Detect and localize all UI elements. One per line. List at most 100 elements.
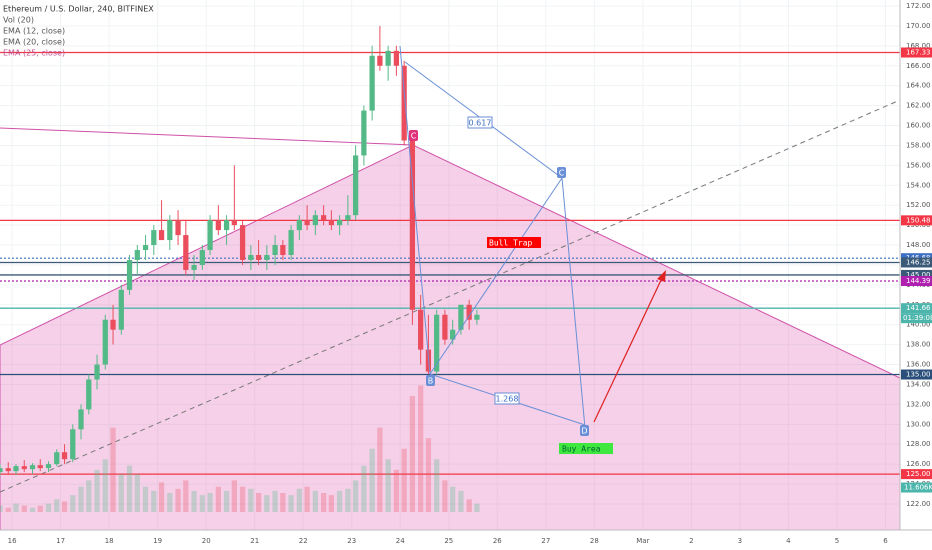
y-tick-label: 130.00: [906, 420, 931, 428]
x-tick-label: 28: [590, 537, 599, 545]
candle-body: [86, 379, 92, 410]
volume-bar: [167, 493, 173, 512]
candle-body: [94, 364, 100, 380]
volume-bar: [239, 486, 246, 512]
candle-body: [450, 329, 456, 340]
volume-bar: [142, 486, 149, 512]
buy-area-box: [559, 443, 613, 454]
candle-body: [175, 220, 181, 236]
volume-bar: [425, 438, 432, 512]
point-box: [409, 130, 418, 141]
volume-bar: [29, 507, 36, 512]
grid: [0, 0, 900, 530]
candle-body: [272, 245, 278, 255]
volume-bar: [385, 459, 391, 512]
volume-bar: [61, 501, 68, 512]
x-tick-label: 5: [835, 537, 839, 545]
volume-bar: [78, 486, 84, 512]
y-tick-label: 126.00: [906, 460, 931, 468]
x-tick-label: 23: [347, 537, 356, 545]
y-tick-label: 168.00: [906, 42, 931, 50]
volume-bar: [296, 488, 302, 512]
volume-bar: [369, 448, 375, 512]
price-level-tag: [901, 303, 932, 314]
candle-body: [353, 155, 359, 216]
x-tick-label: 22: [299, 537, 308, 545]
indicator-label: EMA (12, close): [3, 27, 65, 36]
price-level-label: 135.00: [906, 371, 931, 379]
price-level-tag: [901, 369, 932, 380]
x-tick-label: 19: [153, 537, 162, 545]
candle-body: [239, 225, 246, 260]
volume-bar: [288, 495, 294, 512]
volume-bar: [272, 490, 278, 512]
volume-bar: [183, 480, 189, 512]
volume-bar: [401, 448, 407, 512]
buy-area-label: Buy Area: [562, 445, 601, 454]
levels: [0, 51, 900, 475]
volume: [0, 385, 480, 512]
candle-body: [191, 264, 197, 270]
candle-body: [304, 220, 310, 226]
point-box: [426, 375, 435, 386]
y-tick-label: 152.00: [906, 201, 931, 209]
candle-body: [102, 319, 108, 365]
volume-bar: [191, 490, 197, 512]
candle-body: [54, 452, 60, 465]
y-tick-label: 128.00: [906, 440, 931, 448]
price-level-label: 167.33: [906, 49, 931, 57]
candle-body: [151, 230, 157, 246]
x-tick-label: 25: [444, 537, 453, 545]
candle-body: [199, 250, 205, 265]
candle-body: [13, 466, 19, 472]
candle-body: [474, 314, 480, 320]
volume-bar: [336, 490, 343, 512]
candle-body: [288, 230, 294, 255]
indicator-label: EMA (25, close): [3, 49, 65, 58]
candle-body: [458, 304, 464, 330]
candle-body: [320, 215, 327, 221]
volume-tag: [901, 482, 932, 493]
volume-bar: [248, 488, 254, 512]
y-tick-label: 140.00: [906, 321, 931, 329]
candle-body: [126, 259, 133, 290]
y-tick-label: 160.00: [906, 122, 931, 130]
volume-bar: [175, 488, 181, 512]
chart-title: Ethereum / U.S. Dollar, 240, BITFINEX: [3, 5, 154, 14]
candle-body: [207, 220, 213, 251]
candle-body: [312, 215, 318, 226]
volume-bar: [328, 495, 335, 512]
price-level-tag: [901, 275, 932, 286]
candle-body: [442, 314, 448, 340]
candle-body: [158, 230, 165, 241]
y-tick-label: 166.00: [906, 62, 931, 70]
volume-bar: [434, 459, 440, 512]
y-tick-label: 156.00: [906, 161, 931, 169]
volume-bar: [86, 480, 92, 512]
x-tick-label: 6: [883, 537, 888, 545]
price-level-label: 150.48: [906, 216, 931, 224]
price-level-tag: [901, 469, 932, 480]
volume-bar: [134, 474, 140, 512]
x-tick-label: 27: [541, 537, 550, 545]
volume-bar: [158, 482, 165, 512]
y-tick-label: 170.00: [906, 22, 931, 30]
volume-bar: [0, 505, 3, 512]
trend-line: [0, 127, 414, 146]
candle-body: [255, 255, 262, 260]
point-box: [557, 167, 566, 178]
candle-body: [434, 314, 440, 372]
candle-body: [0, 468, 3, 473]
candle-body: [231, 220, 237, 226]
y-tick-label: 148.00: [906, 241, 931, 249]
candle-body: [5, 468, 11, 472]
candle-body: [345, 215, 351, 221]
volume-bar: [207, 493, 213, 512]
x-tick-label: 4: [786, 537, 791, 545]
candle-body: [393, 50, 400, 66]
y-tick-label: 138.00: [906, 341, 931, 349]
arrow-line: [593, 277, 663, 423]
y-tick-label: 154.00: [906, 181, 931, 189]
fib-box: [494, 392, 520, 405]
